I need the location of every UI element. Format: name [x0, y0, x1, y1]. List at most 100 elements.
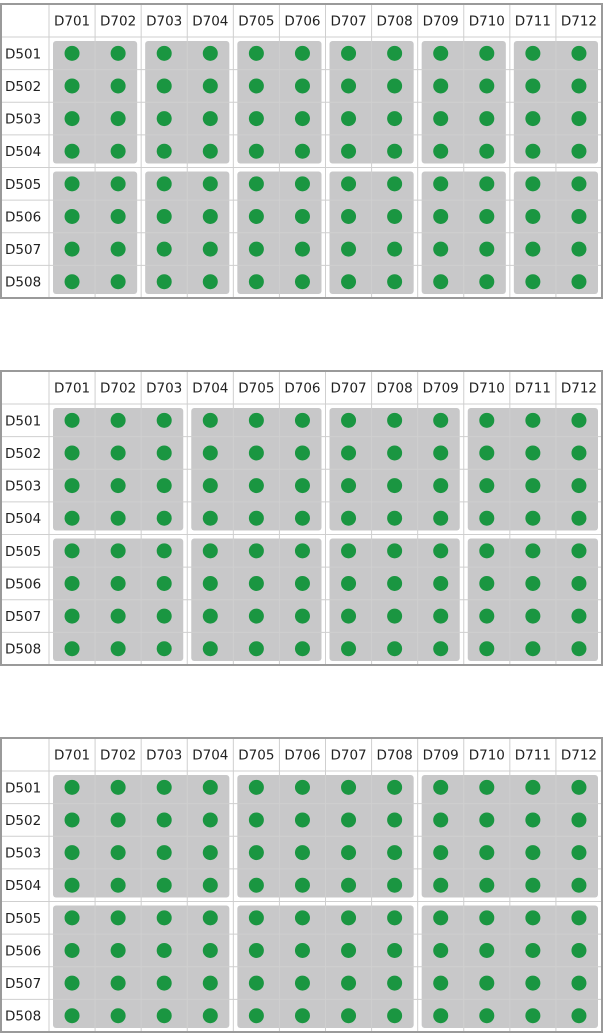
well-dot	[156, 143, 172, 159]
well-dot	[294, 779, 310, 795]
row-label: D507	[5, 242, 41, 258]
column-header: D706	[284, 381, 320, 397]
well-dot	[110, 575, 126, 591]
well-dot	[64, 845, 80, 861]
well-dot	[341, 111, 357, 127]
well-dot	[387, 641, 403, 657]
well-dot	[387, 510, 403, 526]
well-dot	[341, 241, 357, 257]
well-dot	[294, 241, 310, 257]
well-dot	[294, 111, 310, 127]
well-dot	[525, 942, 541, 958]
well-dot	[341, 208, 357, 224]
well-dot	[341, 910, 357, 926]
well-dot	[525, 975, 541, 991]
well-dot	[294, 942, 310, 958]
well-dot	[341, 845, 357, 861]
well-dot	[248, 812, 264, 828]
well-dot	[110, 812, 126, 828]
well-dot	[341, 78, 357, 94]
column-header: D711	[515, 748, 551, 764]
well-dot	[433, 543, 449, 559]
well-dot	[110, 274, 126, 290]
well-dot	[110, 412, 126, 428]
well-dot	[156, 608, 172, 624]
well-dot	[525, 845, 541, 861]
well-dot	[156, 877, 172, 893]
well-dot	[341, 510, 357, 526]
well-dot	[156, 812, 172, 828]
well-dot	[156, 1008, 172, 1024]
well-dot	[64, 575, 80, 591]
well-dot	[248, 111, 264, 127]
row-label: D503	[5, 479, 41, 495]
well-dot	[571, 45, 587, 61]
well-dot	[202, 478, 218, 494]
plate-svg: D701 D702 D703 D704 D705 D706 D707 D708 D709 D710…	[0, 370, 603, 666]
well-dot	[156, 45, 172, 61]
well-dot	[571, 942, 587, 958]
well-dot	[387, 274, 403, 290]
well-dot	[341, 176, 357, 192]
well-dot	[248, 845, 264, 861]
well-dot	[110, 641, 126, 657]
well-dot	[433, 45, 449, 61]
well-dot	[571, 274, 587, 290]
well-dot	[64, 608, 80, 624]
row-label: D504	[5, 511, 41, 527]
well-dot	[433, 78, 449, 94]
well-dot	[479, 510, 495, 526]
well-dot	[341, 877, 357, 893]
well-dot	[64, 812, 80, 828]
well-dot	[433, 445, 449, 461]
well-dot	[525, 78, 541, 94]
well-dot	[294, 445, 310, 461]
plate-layout-1: D701 D702 D703 D704 D705 D706 D707 D708 D709 D710…	[0, 3, 603, 299]
column-header: D701	[54, 14, 90, 30]
well-dot	[341, 45, 357, 61]
well-dot	[341, 975, 357, 991]
row-label: D501	[5, 413, 41, 429]
well-dot	[294, 975, 310, 991]
well-dot	[341, 1008, 357, 1024]
well-dot	[64, 176, 80, 192]
well-dot	[156, 975, 172, 991]
well-dot	[479, 445, 495, 461]
column-header: D707	[330, 14, 366, 30]
well-dot	[110, 608, 126, 624]
well-dot	[433, 176, 449, 192]
well-dot	[341, 143, 357, 159]
well-dot	[294, 143, 310, 159]
well-dot	[202, 608, 218, 624]
well-dot	[248, 575, 264, 591]
well-dot	[202, 845, 218, 861]
well-dot	[202, 575, 218, 591]
column-header: D705	[238, 14, 274, 30]
column-header: D710	[469, 14, 505, 30]
column-header: D704	[192, 381, 228, 397]
well-dot	[156, 445, 172, 461]
column-header: D702	[100, 14, 136, 30]
well-dot	[110, 510, 126, 526]
well-dot	[156, 478, 172, 494]
well-dot	[479, 45, 495, 61]
well-dot	[525, 608, 541, 624]
well-dot	[110, 478, 126, 494]
well-dot	[156, 543, 172, 559]
well-dot	[202, 877, 218, 893]
column-header: D710	[469, 381, 505, 397]
well-dot	[64, 510, 80, 526]
well-dot	[479, 111, 495, 127]
well-dot	[110, 910, 126, 926]
row-label: D505	[5, 911, 41, 927]
plate-border	[0, 737, 603, 1033]
well-dot	[294, 208, 310, 224]
well-dot	[341, 812, 357, 828]
column-header: D711	[515, 14, 551, 30]
well-dot	[433, 143, 449, 159]
well-dot	[294, 45, 310, 61]
well-dot	[387, 478, 403, 494]
column-header: D709	[423, 14, 459, 30]
row-label: D504	[5, 144, 41, 160]
well-dot	[202, 45, 218, 61]
